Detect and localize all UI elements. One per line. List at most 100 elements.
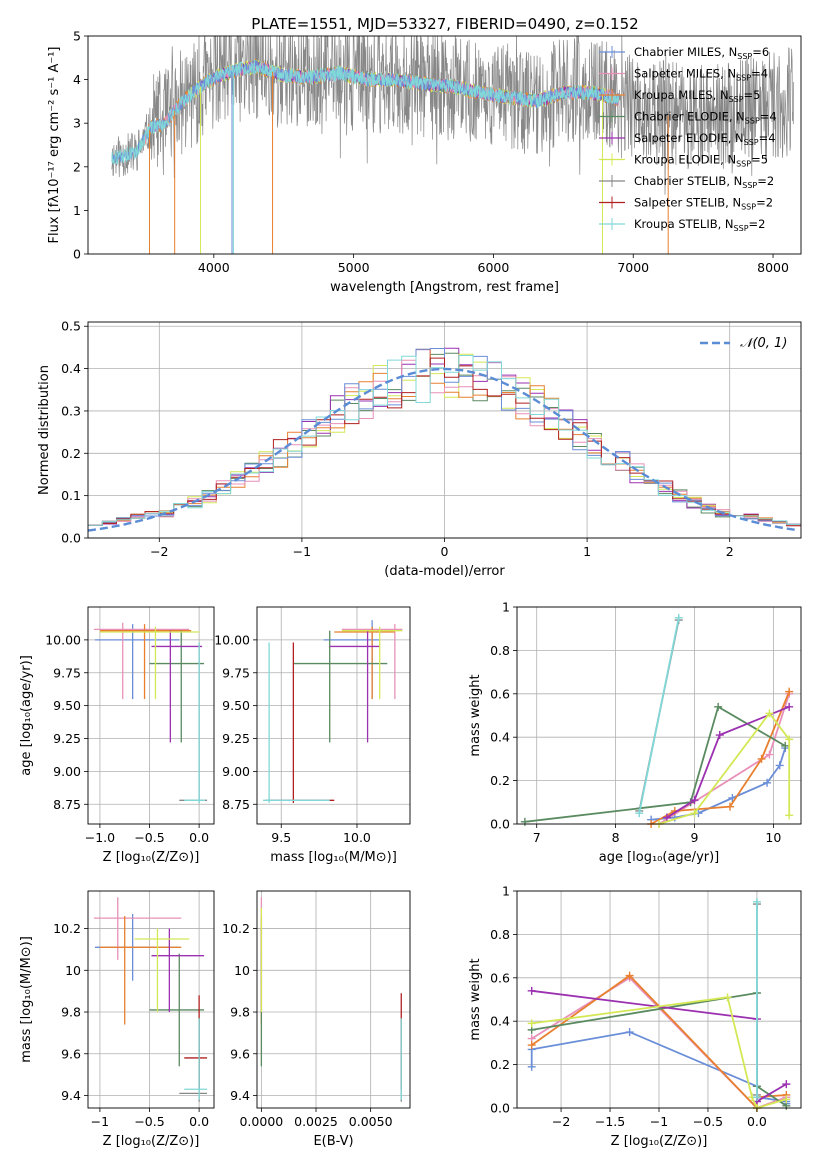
- series-marker: [723, 993, 732, 1002]
- series-marker: [625, 971, 634, 980]
- panel-residuals: 𝒩(0, 1) −2 −1 0 1 2 0.0 0.1 0.2 0.3 0.4 0.5 (data-m…: [37, 319, 802, 579]
- axes-frame: [87, 890, 215, 1109]
- y-tick-label: 9.6: [61, 1046, 81, 1061]
- series-marker: [775, 761, 784, 770]
- y-tick-label: 1: [73, 203, 81, 218]
- y-tick-label: 8.75: [222, 797, 250, 812]
- mass_vs_ebv-axes: 0.0000 0.0025 0.0050 9.4 9.6 9.8 10 10.2 E(B-V): [222, 890, 411, 1149]
- weight_vs_z-series: [752, 897, 761, 1102]
- panel-spectrum: Chabrier MILES, NSSP=6 Salpeter MILES, NS…: [47, 29, 802, 295]
- panel-age-vs-mass: 9.5 10.0 8.75 9.00 9.25 9.50 9.75 10.00 mass [lo…: [214, 606, 411, 865]
- residuals-legend: 𝒩(0, 1): [700, 336, 787, 351]
- y-tick-label: 0.8: [490, 927, 510, 942]
- spectrum-line-kroupa_stelib: [111, 59, 620, 165]
- legend-label: Kroupa STELIB, NSSP=2: [634, 217, 765, 233]
- x-tick-label: 0.0: [189, 830, 209, 845]
- mass_vs_z-point: [151, 928, 205, 1013]
- x-axis-label: Z [log₁₀(Z/Z⊙)]: [103, 850, 200, 865]
- mass_vs_ebv-marks: [260, 897, 402, 1102]
- legend-label: Salpeter MILES, NSSP=4: [634, 67, 768, 83]
- age_vs_mass-point: [293, 630, 388, 743]
- x-tick-label: −0.5: [134, 830, 164, 845]
- x-tick-label: 2: [726, 544, 734, 559]
- weight_vs_z-axes: −2 −1.5 −1 −0.5 0.0 0.0 0.2 0.4 0.6 0.8 1 Z [log₁₀(…: [468, 884, 802, 1149]
- series-marker: [625, 1028, 634, 1037]
- series-marker: [527, 1062, 536, 1071]
- y-tick-label: 0.4: [490, 1014, 510, 1029]
- mass_vs_z-marks: [93, 897, 208, 1102]
- series-line: [638, 617, 680, 814]
- y-axis-label: Flux [fλ10⁻¹⁷ erg cm⁻² s⁻¹ A⁻¹]: [47, 47, 62, 244]
- weight_vs_z-marks: [527, 897, 791, 1112]
- weight_vs_age-marks: [520, 613, 794, 828]
- x-tick-label: 9: [691, 830, 699, 845]
- age_vs_z-point: [94, 624, 180, 700]
- x-tick-label: 0.0025: [294, 1114, 338, 1129]
- mass_vs_z-point: [93, 897, 182, 960]
- y-tick-label: 9.4: [230, 1088, 250, 1103]
- x-tick-label: 6000: [478, 260, 510, 275]
- y-tick-label: 9.50: [53, 698, 81, 713]
- y-axis-label: mass weight: [468, 674, 483, 756]
- panel-weight-vs-age: 7 8 9 10 0.0 0.2 0.4 0.6 0.8 1 age [log₁₀(age/yr)]…: [468, 600, 802, 865]
- x-tick-label: 0: [441, 544, 449, 559]
- x-tick-label: 10: [765, 830, 781, 845]
- series-marker: [690, 796, 699, 805]
- axes-frame: [516, 606, 802, 825]
- x-tick-label: −0.5: [693, 1114, 723, 1129]
- age_vs_z-point: [179, 642, 208, 803]
- age_vs_mass-point: [329, 630, 380, 743]
- spectrum-legend: Chabrier MILES, NSSP=6 Salpeter MILES, NS…: [599, 45, 777, 233]
- y-tick-label: 0.0: [490, 817, 510, 832]
- y-tick-label: 0.8: [490, 643, 510, 658]
- series-marker: [527, 1041, 536, 1050]
- y-tick-label: 9.25: [222, 731, 250, 746]
- x-tick-label: −0.5: [134, 1114, 164, 1129]
- series-marker: [635, 809, 644, 818]
- age_vs_z-point: [149, 630, 205, 743]
- y-tick-label: 0.2: [61, 446, 81, 461]
- y-tick-label: 9.25: [53, 731, 81, 746]
- x-tick-label: 7: [533, 830, 541, 845]
- panel-mass-vs-ebv: 0.0000 0.0025 0.0050 9.4 9.6 9.8 10 10.2 E(B-V): [222, 890, 411, 1149]
- y-tick-label: 0.3: [61, 403, 81, 418]
- age_vs_z-axes: −1.0 −0.5 0.0 8.75 9.00 9.25 9.50 9.75 10.00 Z [l…: [19, 606, 215, 865]
- x-tick-label: 0.0050: [349, 1114, 393, 1129]
- series-marker: [785, 811, 794, 820]
- y-tick-label: 9.75: [53, 665, 81, 680]
- x-tick-label: 0.0000: [239, 1114, 283, 1129]
- legend-label: Kroupa ELODIE, NSSP=5: [634, 153, 768, 169]
- y-tick-label: 0.6: [490, 686, 510, 701]
- y-tick-label: 9.00: [53, 764, 81, 779]
- weight_vs_age-series: [635, 613, 683, 818]
- series-marker: [752, 1093, 761, 1102]
- series-marker: [765, 750, 774, 759]
- age_vs_z-point: [151, 630, 203, 743]
- series-marker: [782, 1080, 791, 1089]
- x-tick-label: −1: [293, 544, 311, 559]
- y-tick-label: 10: [234, 963, 250, 978]
- mass_vs_z-point: [134, 928, 190, 1013]
- x-tick-label: 7000: [617, 260, 649, 275]
- y-tick-label: 9.4: [61, 1088, 81, 1103]
- legend-label: Chabrier MILES, NSSP=6: [634, 45, 769, 61]
- spectrum-marks: [111, 36, 795, 254]
- legend-label: Salpeter ELODIE, NSSP=4: [634, 131, 776, 147]
- spectrum-axes: 4000 5000 6000 7000 8000 0 1 2 3 4 5 wavelength [An…: [47, 29, 802, 295]
- y-tick-label: 9.6: [230, 1046, 250, 1061]
- age_vs_mass-point: [334, 626, 395, 700]
- weight_vs_age-series: [520, 702, 790, 826]
- age_vs_z-point: [184, 642, 206, 803]
- series-marker: [765, 709, 774, 718]
- age_vs_z-point: [99, 626, 200, 700]
- legend-label: Chabrier ELODIE, NSSP=4: [634, 110, 777, 126]
- series-marker: [527, 1019, 536, 1028]
- y-tick-label: 5: [73, 29, 81, 44]
- x-tick-label: 9.5: [271, 830, 291, 845]
- age_vs_z-marks: [93, 622, 208, 803]
- y-tick-label: 9.00: [222, 764, 250, 779]
- y-tick-label: 1: [502, 600, 510, 615]
- series-marker: [714, 702, 723, 711]
- legend-label: 𝒩(0, 1): [740, 336, 787, 351]
